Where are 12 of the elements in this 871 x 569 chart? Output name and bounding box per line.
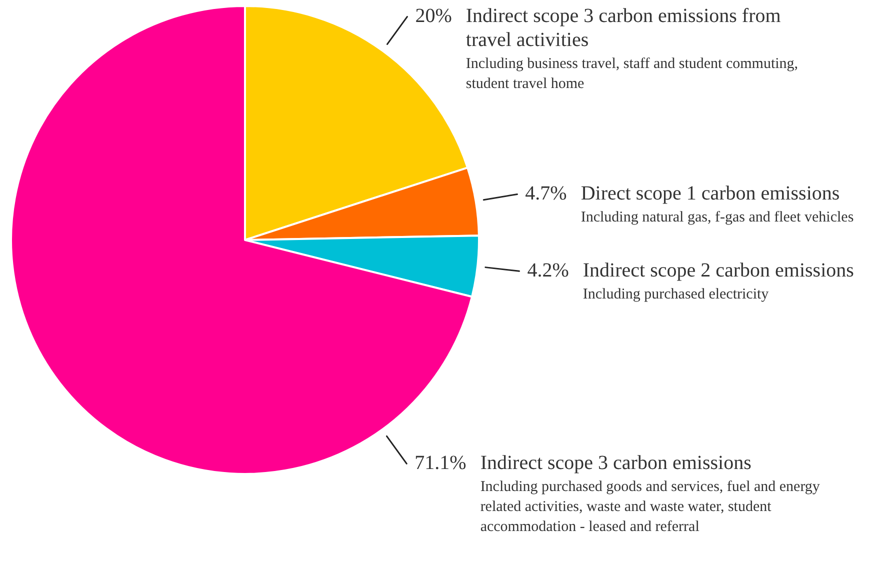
text: Including natural gas, f-gas and fleet vehicles bbox=[580, 210, 854, 226]
text: Including purchased electricity bbox=[582, 286, 770, 303]
data-label: 4.7% bbox=[525, 182, 567, 205]
data-label: 71.1% bbox=[414, 452, 466, 474]
slice-label: Indirect scope 3 carbon emissions from travel activities bbox=[466, 4, 782, 51]
slice-label: Indirect scope 3 carbon emissions bbox=[480, 452, 752, 474]
slice-label: Indirect scope 2 carbon emissions bbox=[582, 259, 854, 282]
text: Including business travel, staff and student commuting, student travel home bbox=[466, 56, 798, 92]
data-label: 20% bbox=[415, 4, 452, 27]
text: Including purchased goods and services, fuel and energy related activities, waste and waste water, student accommodation - leased and referral bbox=[480, 479, 820, 536]
slice-label: Direct scope 1 carbon emissions bbox=[580, 182, 840, 205]
data-label: 4.2% bbox=[527, 259, 569, 282]
